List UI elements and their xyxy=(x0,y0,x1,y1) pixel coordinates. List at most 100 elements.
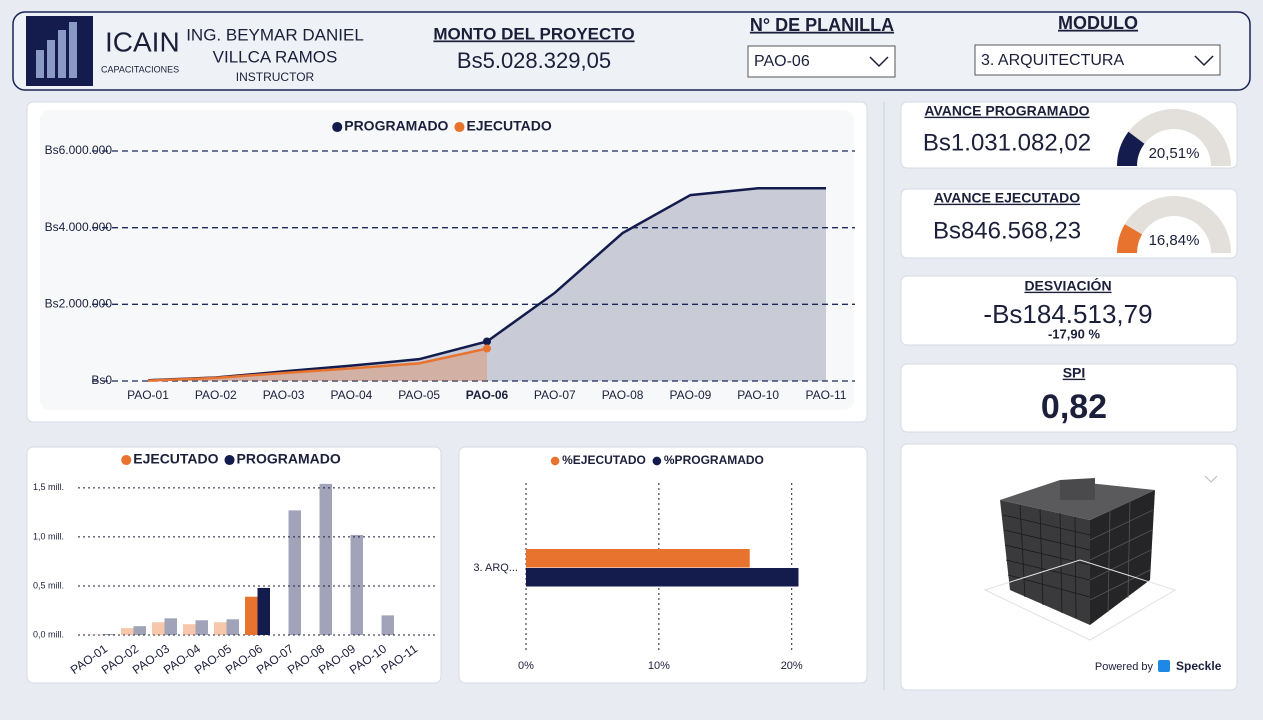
area xyxy=(148,188,826,381)
x-tick-label: PAO-04 xyxy=(331,388,373,402)
bar xyxy=(319,483,332,635)
legend-label: PROGRAMADO xyxy=(237,451,341,467)
legend-label: EJECUTADO xyxy=(133,451,218,467)
x-tick-label: PAO-05 xyxy=(398,388,440,402)
x-tick-label: 0% xyxy=(518,660,534,672)
instructor-name: ING. BEYMAR DANIEL xyxy=(186,25,364,44)
x-tick-label: PAO-03 xyxy=(263,388,305,402)
kpi-card xyxy=(900,275,1238,346)
x-tick-label: 10% xyxy=(648,660,670,672)
viewer-chevron[interactable] xyxy=(1204,475,1218,483)
logo-icon xyxy=(36,22,77,78)
bar xyxy=(526,549,750,568)
y-tick-label: Bs0 xyxy=(91,373,112,387)
viewer-powered-by: Powered by xyxy=(1095,661,1154,673)
y-tick-label: 1,5 mill. xyxy=(33,482,64,492)
bar xyxy=(526,568,799,587)
x-tick-label: PAO-09 xyxy=(670,388,712,402)
y-tick-label: 3. ARQ... xyxy=(473,562,518,574)
dropdown-chevron[interactable] xyxy=(869,56,889,68)
bar xyxy=(214,622,227,635)
gauge-track xyxy=(1117,108,1231,166)
x-tick-label: PAO-11 xyxy=(806,388,847,402)
legend-swatch xyxy=(550,456,560,466)
gauge-track xyxy=(1117,195,1231,253)
y-tick-label: Bs4.000.000 xyxy=(45,220,113,234)
dropdown-chevron[interactable] xyxy=(1194,55,1214,67)
bar xyxy=(152,622,165,635)
bar xyxy=(195,620,208,635)
instructor-role: INSTRUCTOR xyxy=(236,70,315,84)
kpi-value: Bs1.031.082,02 xyxy=(923,129,1091,156)
legend: PROGRAMADO EJECUTADO xyxy=(332,118,552,134)
x-tick-label: PAO-06 xyxy=(466,388,509,402)
bar xyxy=(133,626,146,635)
legend-swatch xyxy=(121,454,132,466)
bar xyxy=(381,615,394,635)
legend-label: EJECUTADO xyxy=(466,118,551,134)
kpi-value: Bs846.568,23 xyxy=(933,217,1081,244)
instructor-name: VILLCA RAMOS xyxy=(213,47,338,66)
x-tick-label: PAO-07 xyxy=(534,388,576,402)
speckle-icon xyxy=(1158,660,1170,672)
amount-value: Bs5.028.329,05 xyxy=(457,48,611,73)
line xyxy=(147,347,488,382)
legend-swatch xyxy=(224,454,235,466)
x-tick-label: PAO-10 xyxy=(737,388,779,402)
bar-chart-panel xyxy=(26,446,442,684)
dropdown-value[interactable]: 3. ARQUITECTURA xyxy=(981,52,1124,69)
building-model xyxy=(983,478,1177,641)
x-tick-label: 20% xyxy=(781,660,803,672)
kpi-value: 0,82 xyxy=(1041,388,1107,426)
y-tick-label: Bs6.000.000 xyxy=(45,143,113,157)
legend: EJECUTADO PROGRAMADO xyxy=(121,451,341,467)
bar xyxy=(245,596,258,635)
gauge-fill xyxy=(1117,224,1143,253)
bar xyxy=(350,534,363,635)
filter-label: N° DE PLANILLA xyxy=(750,15,894,35)
plot-background xyxy=(40,110,854,410)
point xyxy=(483,337,491,346)
viewer-brand: Speckle xyxy=(1176,659,1222,673)
dropdown[interactable] xyxy=(974,44,1221,76)
gauge-label: 20,51% xyxy=(1149,145,1200,162)
legend-swatch xyxy=(652,456,662,466)
dropdown-value[interactable]: PAO-06 xyxy=(754,53,810,70)
filter-label: MODULO xyxy=(1058,13,1138,33)
amount-label: MONTO DEL PROYECTO xyxy=(433,24,634,43)
legend-label: %EJECUTADO xyxy=(562,453,646,467)
y-tick-label: 0,5 mill. xyxy=(33,580,64,590)
legend-label: %PROGRAMADO xyxy=(664,453,764,467)
legend-swatch xyxy=(332,121,343,133)
bar xyxy=(288,510,301,635)
point xyxy=(483,344,491,353)
kpi-title: AVANCE PROGRAMADO xyxy=(924,103,1089,119)
kpi-card xyxy=(900,363,1238,433)
legend-label: PROGRAMADO xyxy=(344,118,448,134)
logo-subtitle: CAPACITACIONES xyxy=(101,64,179,74)
dropdown[interactable] xyxy=(747,45,896,78)
bar xyxy=(183,624,196,635)
kpi-title: DESVIACIÓN xyxy=(1024,277,1111,294)
bar xyxy=(102,634,115,635)
area xyxy=(148,348,487,381)
kpi-value: -Bs184.513,79 xyxy=(983,299,1152,329)
x-tick-label: PAO-08 xyxy=(602,388,644,402)
logo-title: ICAIN xyxy=(105,26,180,57)
y-tick-label: 1,0 mill. xyxy=(33,531,64,541)
kpi-detail: -17,90 % xyxy=(1048,326,1100,341)
gauge-label: 16,84% xyxy=(1149,232,1200,249)
kpi-title: AVANCE EJECUTADO xyxy=(934,190,1080,206)
header-panel xyxy=(12,11,1251,91)
y-tick-label: Bs2.000.000 xyxy=(45,297,113,311)
legend: %EJECUTADO %PROGRAMADO xyxy=(550,453,764,467)
gauge-fill xyxy=(1117,131,1145,166)
legend-swatch xyxy=(454,121,465,133)
bar xyxy=(121,628,134,635)
bar xyxy=(226,619,239,635)
bar xyxy=(257,587,270,635)
kpi-title: SPI xyxy=(1063,365,1086,381)
y-tick-label: 0,0 mill. xyxy=(33,629,64,639)
x-tick-label: PAO-01 xyxy=(127,388,169,402)
